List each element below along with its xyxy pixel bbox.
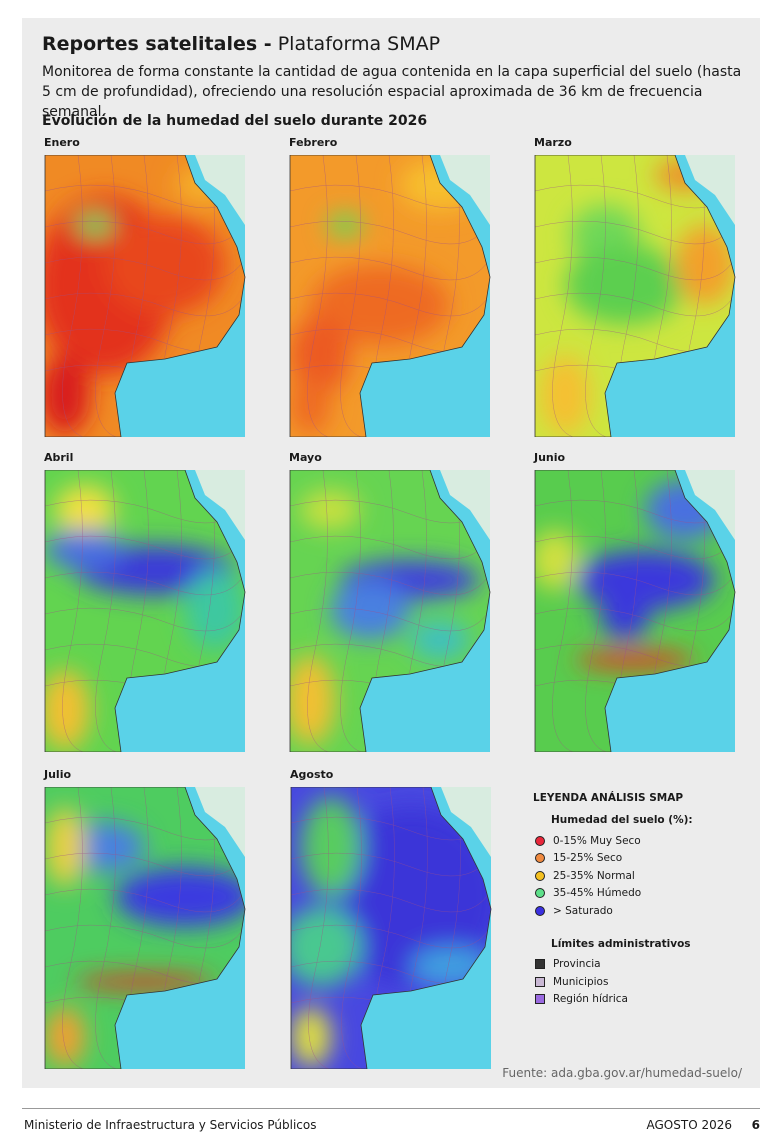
- legend-label: 15-25% Seco: [553, 852, 623, 865]
- map-label: Agosto: [290, 768, 334, 781]
- legend-list: Provincia Municipios Región hídrica: [533, 956, 743, 1009]
- title-text: Reportes satelitales -: [42, 33, 272, 55]
- footer-date: AGOSTO 2026: [646, 1118, 733, 1132]
- legend-item: 25-35% Normal: [535, 867, 743, 885]
- legend-swatch: [535, 994, 545, 1005]
- map: [534, 155, 736, 437]
- description: Monitorea de forma constante la cantidad…: [42, 64, 742, 120]
- footer-left: Ministerio de Infraestructura y Servicio…: [24, 1118, 317, 1132]
- legend-swatch: [535, 976, 545, 987]
- legend-item: > Saturado: [535, 902, 743, 920]
- divider: [22, 1108, 760, 1109]
- legend-item: Municipios: [535, 973, 743, 991]
- map-label: Marzo: [534, 136, 572, 149]
- map-label: Abril: [44, 451, 74, 464]
- map: [289, 470, 491, 752]
- page-number: 6: [751, 1118, 760, 1132]
- legend-item: 0-15% Muy Seco: [535, 832, 743, 850]
- legend-label: Provincia: [553, 958, 601, 971]
- legend-label: 35-45% Húmedo: [553, 887, 642, 900]
- source: Fuente: ada.gba.gov.ar/humedad-suelo/: [502, 1066, 742, 1080]
- map: [290, 787, 492, 1069]
- map-label: Junio: [534, 451, 566, 464]
- legend-label: 0-15% Muy Seco: [553, 834, 641, 847]
- legend-subtitle: Límites administrativos: [551, 937, 691, 950]
- legend-swatch: [535, 870, 545, 881]
- map: [534, 470, 736, 752]
- legend-label: > Saturado: [553, 904, 613, 917]
- legend-swatch: [535, 835, 545, 846]
- legend: LEYENDA ANÁLISIS SMAP Humedad del suelo …: [533, 792, 743, 1008]
- map: [44, 155, 246, 437]
- map: [289, 155, 491, 437]
- map-label: Mayo: [289, 451, 322, 464]
- legend-label: 25-35% Normal: [553, 869, 635, 882]
- legend-item: 35-45% Húmedo: [535, 885, 743, 903]
- legend-label: Región hídrica: [553, 993, 628, 1006]
- legend-item: Región hídrica: [535, 991, 743, 1009]
- legend-swatch: [535, 888, 545, 899]
- map-label: Febrero: [289, 136, 338, 149]
- legend-label: Municipios: [553, 975, 609, 988]
- section-title: Evolución de la humedad del suelo durant…: [42, 113, 428, 129]
- legend-list: 0-15% Muy Seco 15-25% Seco 25-35% Normal 35…: [533, 832, 743, 920]
- legend-swatch: [535, 853, 545, 864]
- subtitle: Plataforma SMAP: [277, 33, 441, 55]
- title: Reportes satelitales - Plataforma SMAP: [42, 33, 440, 55]
- legend-item: 15-25% Seco: [535, 850, 743, 868]
- legend-swatch: [535, 905, 545, 916]
- legend-item: Provincia: [535, 956, 743, 974]
- map: [44, 470, 246, 752]
- map: [44, 787, 246, 1069]
- map-label: Julio: [44, 768, 72, 781]
- legend-subtitle: Humedad del suelo (%):: [551, 814, 693, 826]
- map-label: Enero: [44, 136, 80, 149]
- legend-swatch: [535, 959, 545, 970]
- legend-title: LEYENDA ANÁLISIS SMAP: [533, 792, 684, 804]
